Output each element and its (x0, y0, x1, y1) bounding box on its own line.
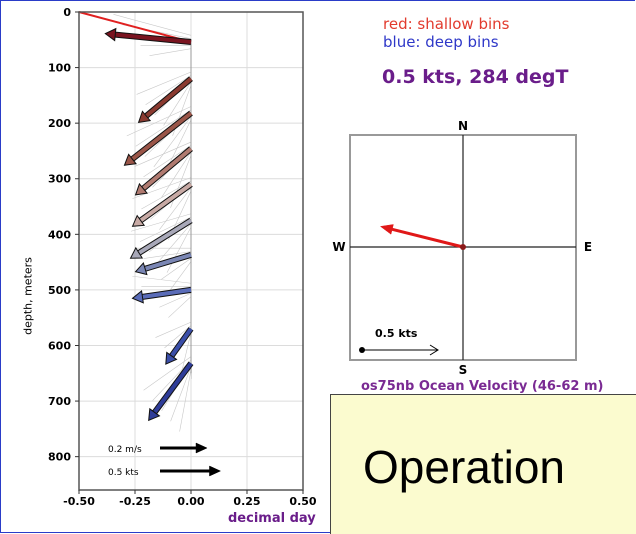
velocity-arrow (131, 181, 193, 227)
y-tick-label: 100 (48, 62, 71, 75)
ensemble-trace (159, 187, 192, 230)
velocity-arrow (148, 361, 194, 422)
y-tick-label: 0 (63, 6, 71, 19)
compass-title: os75nb Ocean Velocity (46-62 m) (361, 379, 604, 394)
x-tick-label: -0.25 (119, 495, 151, 508)
y-tick-label: 600 (48, 339, 71, 352)
ensemble-trace (170, 261, 192, 290)
compass-velocity-arrow (379, 224, 464, 249)
ensemble-trace (145, 75, 192, 106)
scale-arrow-label: 0.2 m/s (108, 445, 142, 455)
x-tick-label: -0.50 (63, 495, 95, 508)
ensemble-traces (113, 14, 192, 432)
ensemble-trace (182, 332, 192, 369)
slide-text: Operation (363, 441, 566, 493)
x-tick-label: 0.25 (233, 495, 260, 508)
ensemble-trace (139, 216, 192, 242)
ensemble-trace (134, 141, 192, 167)
ensemble-trace (170, 366, 192, 422)
compass-scale-label: 0.5 kts (375, 327, 418, 340)
ensemble-trace (159, 292, 192, 308)
surface-track-line (78, 11, 192, 43)
velocity-arrow (131, 286, 192, 304)
legend-shallow-bins: red: shallow bins (383, 15, 510, 33)
x-tick-label: 0.50 (289, 495, 316, 508)
compass-origin-dot (460, 244, 466, 250)
velocity-arrow (134, 252, 192, 276)
ensemble-trace (113, 14, 192, 36)
ensemble-trace (143, 251, 192, 259)
ensemble-trace (168, 296, 192, 318)
ensemble-trace (143, 356, 192, 391)
x-axis-label: decimal day (228, 511, 316, 526)
compass-north-label: N (458, 119, 468, 133)
ensemble-trace (152, 359, 192, 401)
y-tick-label: 800 (48, 451, 71, 464)
scale-arrow-label: 0.5 kts (108, 468, 139, 478)
ensemble-trace (130, 213, 192, 232)
y-tick-label: 200 (48, 117, 71, 130)
velocity-summary: 0.5 kts, 284 degT (382, 66, 569, 88)
velocity-arrow (104, 27, 192, 45)
compass-west-label: W (332, 240, 345, 254)
ensemble-trace (141, 180, 192, 210)
velocity-arrow (129, 217, 193, 259)
y-tick-label: 400 (48, 228, 71, 241)
scale-arrow (160, 442, 208, 454)
ensemble-trace (132, 177, 192, 199)
ensemble-trace (132, 275, 192, 284)
ensemble-trace (136, 71, 192, 95)
velocity-arrow (123, 110, 193, 166)
ensemble-trace (161, 151, 192, 198)
ensemble-trace (179, 369, 192, 432)
ensemble-trace (135, 109, 192, 147)
velocity-arrow (165, 327, 194, 365)
y-tick-label: 500 (48, 284, 71, 297)
ensemble-trace (126, 106, 192, 137)
ensemble-trace (153, 116, 192, 168)
ensemble-trace (164, 325, 192, 349)
velocity-arrow (137, 76, 193, 123)
compass-east-label: E (584, 240, 592, 254)
slide-text-box: Operation (330, 394, 636, 534)
y-tick-label: 700 (48, 395, 71, 408)
legend-deep-bins: blue: deep bins (383, 33, 499, 51)
velocity-arrow (134, 146, 193, 196)
y-tick-label: 300 (48, 173, 71, 186)
ensemble-trace (163, 81, 192, 126)
compass-scale-arrow (362, 344, 439, 356)
ensemble-trace (143, 145, 192, 178)
ensemble-trace (161, 257, 192, 280)
y-axis-label: depth, meters (21, 257, 35, 335)
scale-arrow (160, 465, 222, 477)
ensemble-trace (166, 226, 192, 273)
x-tick-label: 0.00 (177, 495, 204, 508)
ensemble-trace (155, 321, 192, 338)
compass-south-label: S (459, 363, 468, 377)
ensemble-trace (149, 48, 192, 56)
